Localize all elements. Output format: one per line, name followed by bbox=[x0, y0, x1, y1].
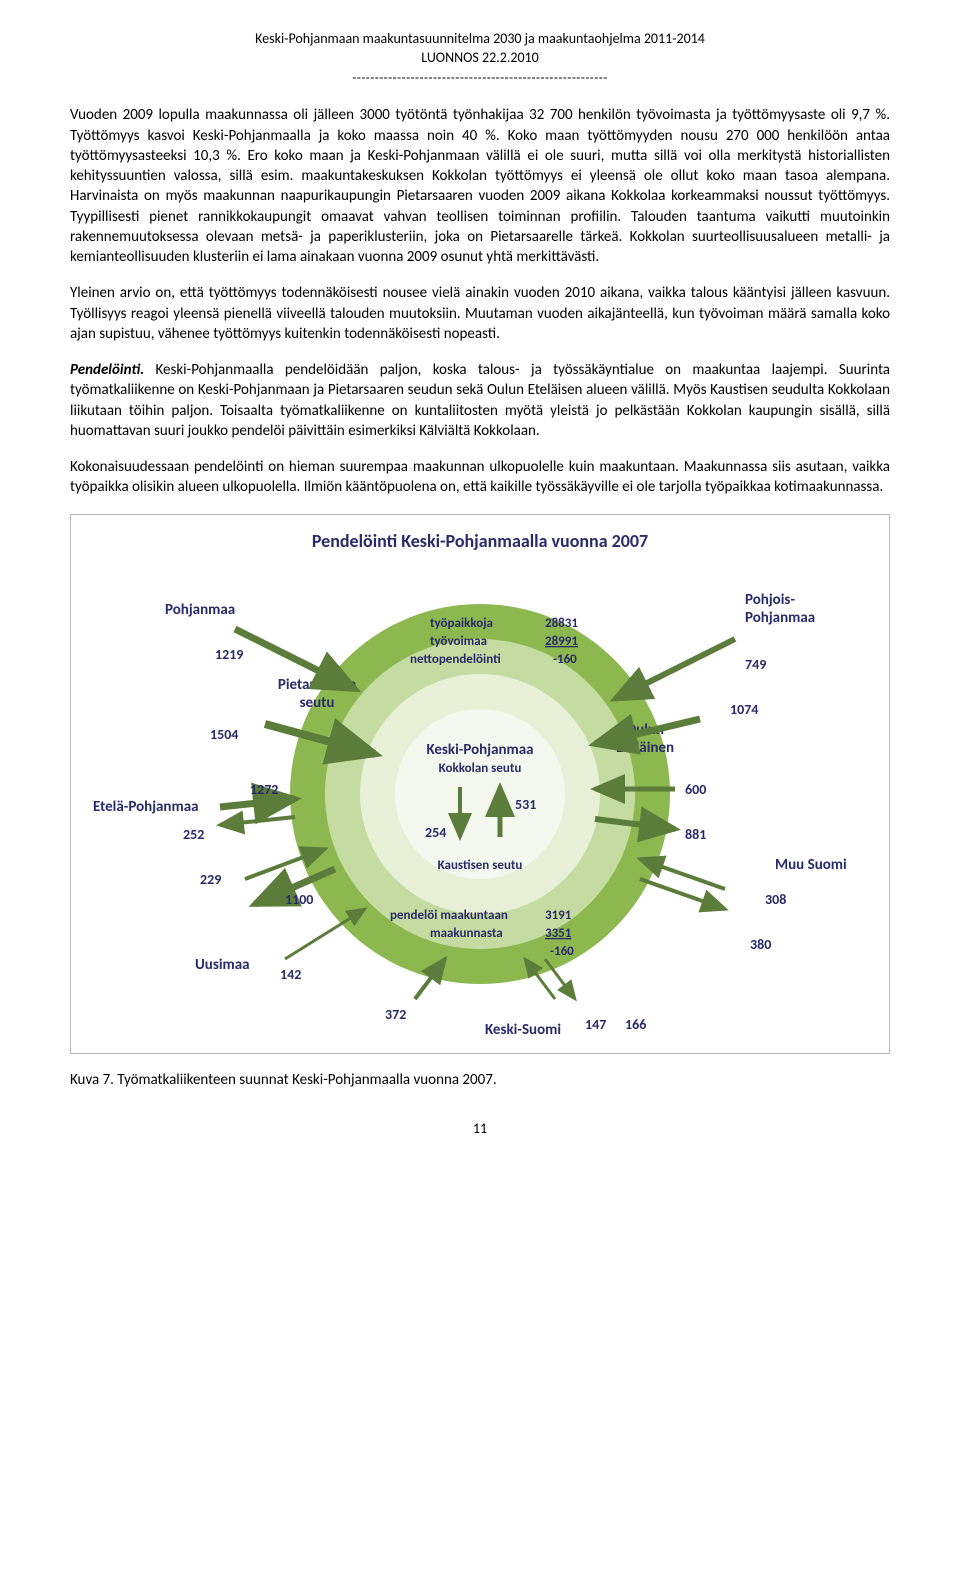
num-254: 254 bbox=[425, 824, 446, 841]
n-252: 252 bbox=[183, 826, 204, 843]
num-531: 531 bbox=[515, 796, 536, 813]
figure-caption: Kuva 7. Työmatkaliikenteen suunnat Keski… bbox=[70, 1070, 890, 1090]
header-divider: ----------------------------------------… bbox=[70, 70, 890, 88]
n-380: 380 bbox=[750, 936, 771, 953]
lbl-tyopaikkoja: työpaikkoja bbox=[430, 616, 493, 631]
lbl-etela: Etelä-Pohjanmaa bbox=[93, 798, 199, 816]
n-1100: 1100 bbox=[285, 891, 313, 908]
lbl-tyovoimaa: työvoimaa bbox=[430, 634, 487, 649]
diagram-title: Pendelöinti Keski-Pohjanmaalla vuonna 20… bbox=[79, 529, 881, 553]
lbl-kokkolan: Kokkolan seutu bbox=[439, 761, 522, 776]
lbl-pendeloi-in: pendelöi maakuntaan bbox=[390, 908, 508, 923]
lbl-pohjanmaa: Pohjanmaa bbox=[165, 601, 235, 619]
lbl-kaustisen: Kaustisen seutu bbox=[438, 858, 523, 873]
lbl-netto: nettopendelöinti bbox=[410, 652, 501, 667]
n-600: 600 bbox=[685, 781, 706, 798]
lbl-keskisuomi: Keski-Suomi bbox=[485, 1021, 561, 1039]
n-1074: 1074 bbox=[730, 701, 758, 718]
val-pendeloi-in: 3191 bbox=[545, 908, 572, 923]
paragraph-4: Kokonaisuudessaan pendelöinti on hieman … bbox=[70, 457, 890, 498]
n-749: 749 bbox=[745, 656, 766, 673]
lbl-uusimaa: Uusimaa bbox=[195, 956, 250, 974]
page-header: Keski-Pohjanmaan maakuntasuunnitelma 203… bbox=[70, 30, 890, 87]
paragraph-3: Pendelöinti. Keski-Pohjanmaalla pendelöi… bbox=[70, 360, 890, 441]
paragraph-2: Yleinen arvio on, että työttömyys todenn… bbox=[70, 283, 890, 344]
lbl-pietarsaari-2: seutu bbox=[300, 694, 335, 712]
n-142: 142 bbox=[280, 966, 301, 983]
lbl-muu: Muu Suomi bbox=[775, 856, 847, 874]
p3-lead: Pendelöinti. bbox=[70, 361, 144, 379]
diagram-svg: työpaikkoja 28831 työvoimaa 28991 nettop… bbox=[85, 559, 875, 1049]
pendelointi-diagram: Pendelöinti Keski-Pohjanmaalla vuonna 20… bbox=[70, 514, 890, 1054]
n-166: 166 bbox=[625, 1016, 646, 1033]
n-372: 372 bbox=[385, 1006, 406, 1023]
header-line-1: Keski-Pohjanmaan maakuntasuunnitelma 203… bbox=[70, 30, 890, 49]
lbl-pohjois-2: Pohjanmaa bbox=[745, 609, 815, 627]
lbl-pendeloi-out: maakunnasta bbox=[430, 926, 503, 941]
n-881: 881 bbox=[685, 826, 706, 843]
val-tyopaikkoja: 28831 bbox=[545, 616, 578, 631]
header-line-2: LUONNOS 22.2.2010 bbox=[70, 49, 890, 68]
lbl-pohjois-1: Pohjois- bbox=[745, 591, 795, 609]
paragraph-1: Vuoden 2009 lopulla maakunnassa oli jäll… bbox=[70, 105, 890, 267]
val-pendeloi-net: -160 bbox=[550, 944, 574, 959]
n-1219: 1219 bbox=[215, 646, 243, 663]
lbl-oulun-2: Eteläinen bbox=[616, 739, 674, 757]
n-147: 147 bbox=[585, 1016, 606, 1033]
n-1272: 1272 bbox=[250, 781, 278, 798]
p3-rest: Keski-Pohjanmaalla pendelöidään paljon, … bbox=[70, 361, 890, 440]
val-pendeloi-out: 3351 bbox=[545, 926, 572, 941]
page-number: 11 bbox=[70, 1120, 890, 1139]
n-308: 308 bbox=[765, 891, 786, 908]
val-netto: -160 bbox=[553, 652, 577, 667]
lbl-keskipohjanmaa: Keski-Pohjanmaa bbox=[426, 741, 533, 759]
n-229: 229 bbox=[200, 871, 221, 888]
val-tyovoimaa: 28991 bbox=[545, 634, 578, 649]
n-1504: 1504 bbox=[210, 726, 238, 743]
